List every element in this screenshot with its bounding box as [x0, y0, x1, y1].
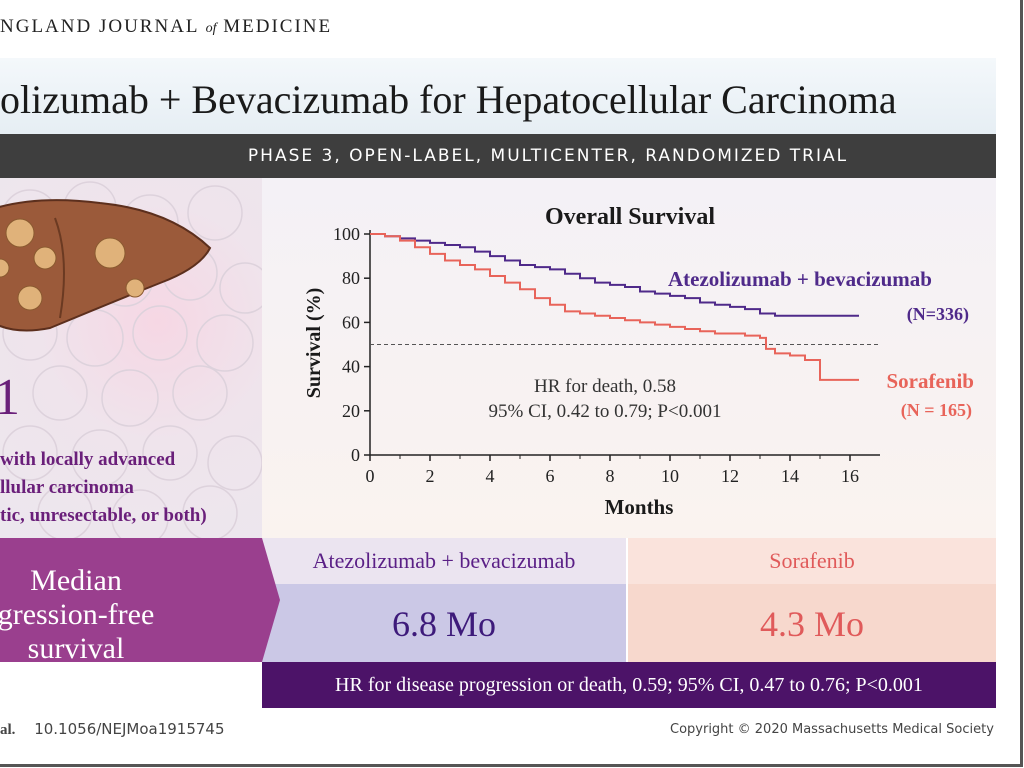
- x-tick-label: 6: [546, 466, 555, 486]
- y-tick-label: 80: [342, 268, 360, 288]
- y-tick-label: 60: [342, 312, 360, 332]
- liver-illustration: [0, 199, 212, 332]
- phase-banner: PHASE 3, OPEN-LABEL, MULTICENTER, RANDOM…: [0, 134, 996, 178]
- x-tick-label: 8: [606, 466, 615, 486]
- overall-survival-chart: Overall Survival Survival (%) Months 020…: [303, 204, 974, 519]
- chart-series: [370, 233, 859, 381]
- copyright: Copyright © 2020 Massachusetts Medical S…: [670, 722, 994, 737]
- journal-end: MEDICINE: [223, 16, 333, 37]
- pfs-label-line-2: gression-free: [0, 598, 155, 631]
- sorafenib-survival-curve: [370, 233, 859, 381]
- pfs-label-line-1: Median: [30, 564, 122, 597]
- pfs-label-box: Median gression-free survival: [0, 538, 262, 665]
- page-title: olizumab + Bevacizumab for Hepatocellula…: [0, 77, 897, 122]
- atezo-series-label: Atezolizumab + bevacizumab: [668, 267, 932, 291]
- x-tick-label: 10: [661, 466, 679, 486]
- citation: al. 10.1056/NEJMoa1915745: [0, 720, 225, 739]
- pfs-arrow: [262, 538, 280, 662]
- population-line-3: tic, unresectable, or both): [0, 505, 207, 526]
- title-bar: [0, 58, 996, 134]
- pfs-label: Median gression-free survival: [0, 564, 262, 666]
- y-tick-label: 40: [342, 357, 360, 377]
- journal-of: of: [205, 21, 217, 36]
- x-axis-label: Months: [605, 495, 674, 519]
- journal-main: NGLAND JOURNAL: [0, 16, 199, 37]
- pfs-atezo-value: 6.8 Mo: [262, 584, 626, 662]
- y-tick-label: 20: [342, 401, 360, 421]
- chart-axes: 0 20 40 60 80 100 0 2 4 6 8 10 12 14 16: [333, 224, 880, 486]
- pfs-sorafenib-value: 4.3 Mo: [628, 584, 996, 662]
- x-tick-label: 0: [366, 466, 375, 486]
- sorafenib-n-label: (N = 165): [901, 400, 972, 421]
- population-line-2: llular carcinoma: [0, 477, 134, 498]
- x-tick-label: 2: [426, 466, 435, 486]
- x-tick-label: 12: [721, 466, 739, 486]
- chart-title: Overall Survival: [545, 204, 715, 230]
- population-panel: 1 with locally advanced llular carcinoma…: [0, 178, 262, 538]
- pfs-sorafenib-header: Sorafenib: [628, 538, 996, 584]
- phase-text: PHASE 3, OPEN-LABEL, MULTICENTER, RANDOM…: [247, 146, 849, 166]
- x-tick-label: 14: [781, 466, 799, 486]
- y-axis-label: Survival (%): [303, 288, 325, 399]
- journal-name: NGLAND JOURNAL of MEDICINE: [0, 16, 332, 38]
- x-tick-label: 4: [486, 466, 495, 486]
- x-tick-label: 16: [841, 466, 859, 486]
- atezo-n-label: (N=336): [907, 304, 969, 325]
- y-tick-label: 100: [333, 224, 360, 244]
- atezo-survival-curve: [370, 233, 859, 317]
- citation-author: al.: [0, 722, 16, 738]
- population-description: with locally advanced llular carcinoma t…: [0, 446, 207, 530]
- hr-annotation-line-2: 95% CI, 0.42 to 0.79; P<0.001: [489, 401, 722, 422]
- hr-annotation-line-1: HR for death, 0.58: [534, 376, 676, 397]
- pfs-hazard-ratio: HR for disease progression or death, 0.5…: [262, 662, 996, 708]
- population-line-1: with locally advanced: [0, 449, 176, 470]
- pfs-atezo-header: Atezolizumab + bevacizumab: [262, 538, 626, 584]
- doi-link[interactable]: 10.1056/NEJMoa1915745: [34, 720, 225, 738]
- overall-survival-panel: Overall Survival Survival (%) Months 0 20…: [262, 178, 996, 538]
- sorafenib-series-label: Sorafenib: [886, 369, 974, 393]
- population-number: 1: [0, 369, 20, 426]
- pfs-label-line-3: survival: [27, 632, 125, 665]
- y-tick-label: 0: [351, 445, 360, 465]
